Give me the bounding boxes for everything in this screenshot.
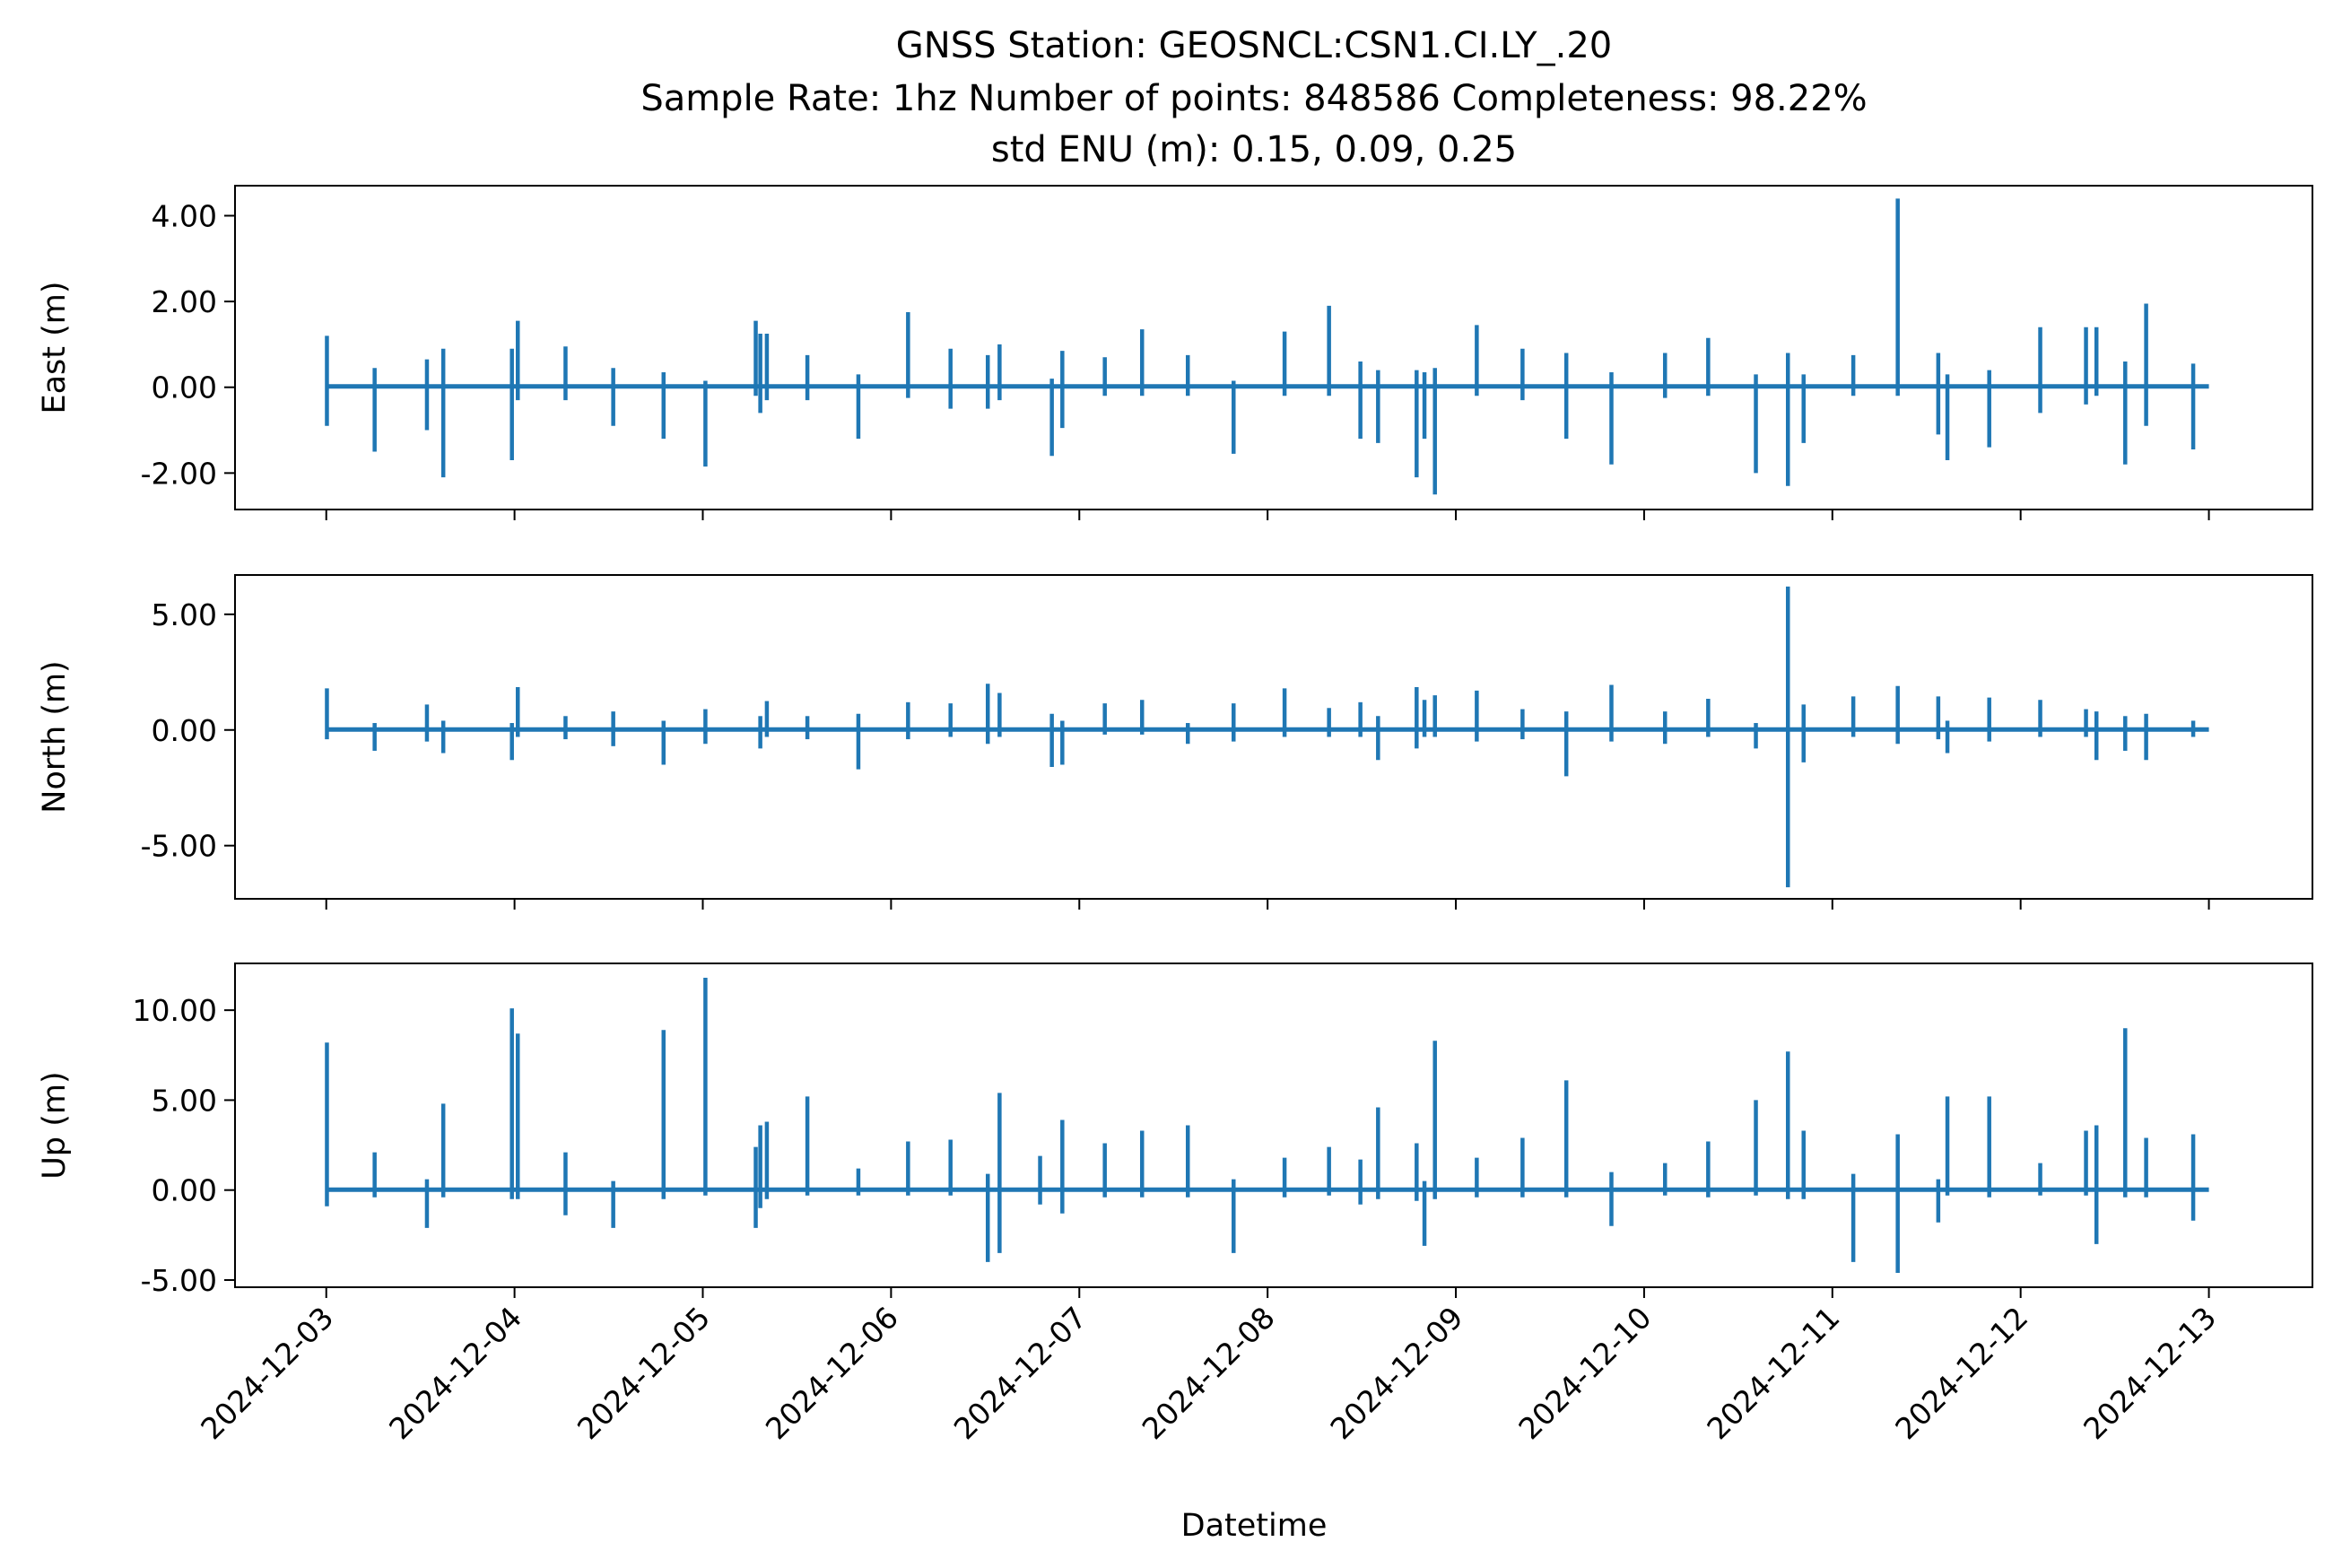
- chart-title-line-1: GNSS Station: GEOSNCL:CSN1.CI.LY_.20: [896, 25, 1612, 66]
- y-tick-label: 4.00: [152, 198, 217, 233]
- y-tick-label: 5.00: [152, 597, 217, 632]
- y-tick-label: -5.00: [141, 829, 217, 864]
- y-tick-label: -5.00: [141, 1263, 217, 1298]
- y-tick-label: 0.00: [152, 370, 217, 405]
- subplot-series: [325, 586, 2209, 888]
- chart-title-line-2: Sample Rate: 1hz Number of points: 84858…: [640, 78, 1867, 119]
- y-axis-label: North (m): [37, 660, 73, 813]
- subplot-frame: [234, 185, 2313, 510]
- x-axis-label: Datetime: [1181, 1508, 1328, 1544]
- subplot-frame: [234, 574, 2313, 900]
- subplot-1: 4.00 2.00 0.00 -2.00 East (m): [37, 185, 2313, 520]
- y-tick-label: 5.00: [152, 1083, 217, 1118]
- y-tick-label: 2.00: [152, 284, 217, 319]
- subplot-series: [325, 978, 2209, 1273]
- subplot-series: [325, 198, 2209, 495]
- y-axis-label: East (m): [37, 281, 73, 414]
- y-tick-label: 0.00: [152, 1173, 217, 1208]
- subplot-3: 10.00 5.00 0.00 -5.00 Up (m): [37, 963, 2313, 1298]
- y-axis-label: Up (m): [37, 1071, 73, 1179]
- chart-title-line-3: std ENU (m): 0.15, 0.09, 0.25: [991, 129, 1517, 170]
- subplot-frame: [234, 963, 2313, 1288]
- y-tick-label: -2.00: [141, 456, 217, 491]
- subplot-2: 5.00 0.00 -5.00 North (m): [37, 574, 2313, 910]
- y-tick-label: 0.00: [152, 713, 217, 748]
- y-tick-label: 10.00: [133, 993, 217, 1028]
